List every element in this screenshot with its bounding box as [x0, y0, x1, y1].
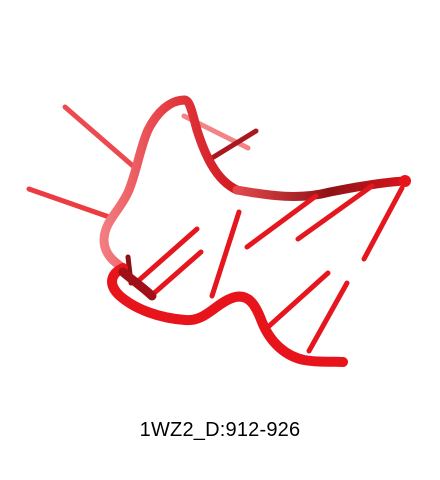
base-sticks-lower: [125, 226, 350, 354]
base-stick: [209, 209, 242, 299]
base-stick: [306, 280, 350, 354]
base-stick: [62, 104, 136, 169]
terminus-cap: [399, 175, 411, 187]
base-stick: [244, 193, 319, 250]
base-sticks-right: [209, 183, 405, 299]
base-stick: [134, 226, 200, 285]
backbone-lower: [107, 263, 348, 367]
base-sticks-back: [26, 104, 259, 221]
base-stick: [209, 128, 259, 161]
backbone-upper: [99, 95, 242, 273]
base-stick: [26, 186, 115, 221]
base-stick: [265, 270, 331, 330]
base-stick: [295, 183, 375, 242]
base-stick: [149, 249, 204, 298]
base-stick: [361, 185, 405, 262]
backbone-right: [232, 175, 411, 201]
structure-caption: 1WZ2_D:912-926: [139, 419, 301, 441]
